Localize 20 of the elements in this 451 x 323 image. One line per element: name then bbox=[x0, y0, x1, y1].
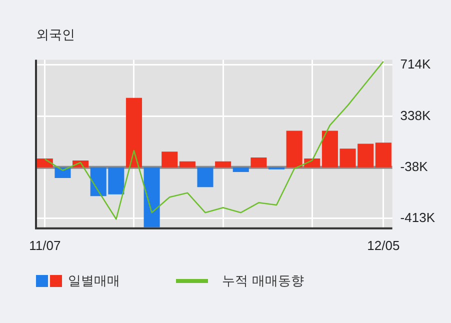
bar bbox=[144, 167, 160, 228]
y-tick-label: -413K bbox=[400, 210, 436, 226]
bar bbox=[250, 157, 267, 168]
bar bbox=[179, 161, 196, 168]
y-tick-label: 714K bbox=[400, 56, 431, 72]
bar bbox=[162, 152, 178, 168]
bar bbox=[126, 98, 142, 168]
bar bbox=[232, 167, 249, 172]
legend-label: 누적 매매동향 bbox=[222, 273, 304, 290]
bar bbox=[215, 161, 232, 168]
bar bbox=[322, 130, 338, 168]
x-tick-label: 12/05 bbox=[367, 238, 400, 253]
bar bbox=[197, 167, 214, 188]
legend-label: 일별매매 bbox=[68, 273, 120, 290]
bar bbox=[375, 142, 392, 168]
y-tick-label: -38K bbox=[400, 158, 428, 174]
chart-title: 외국인 bbox=[36, 27, 75, 44]
y-tick-label: 338K bbox=[400, 108, 431, 123]
bar bbox=[36, 158, 53, 168]
x-tick-label: 11/07 bbox=[29, 238, 61, 253]
